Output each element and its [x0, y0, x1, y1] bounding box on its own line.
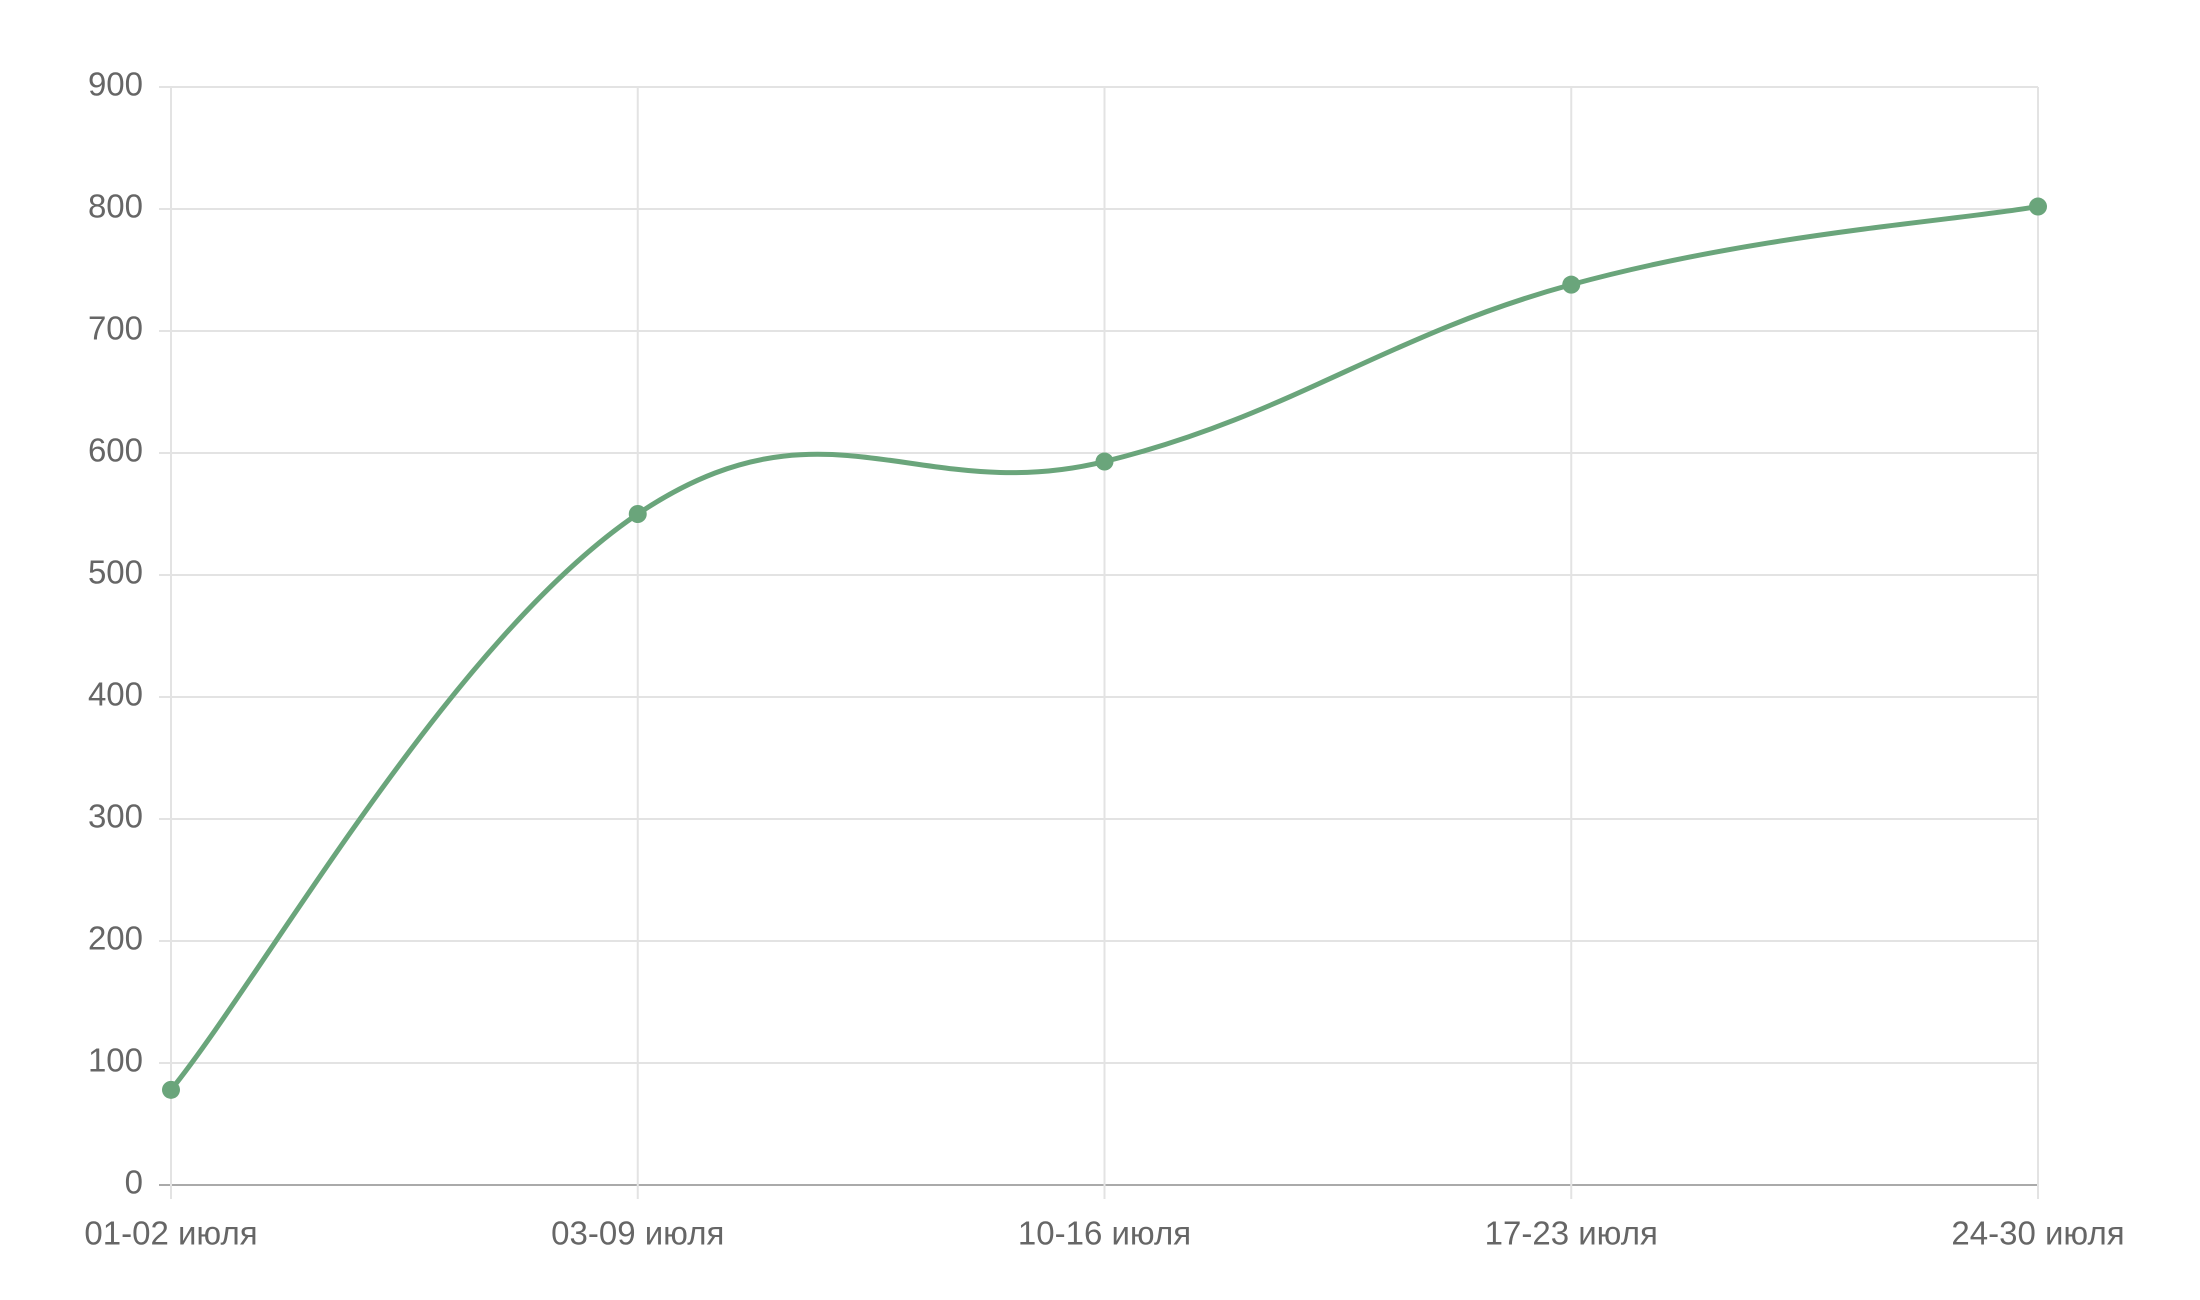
x-tick-label: 24-30 июля — [1951, 1215, 2124, 1252]
point — [1095, 452, 1114, 471]
y-tick-label: 0 — [125, 1164, 143, 1201]
point — [628, 505, 647, 523]
y-tick-label: 500 — [88, 554, 143, 591]
x-tick-label: 10-16 июля — [1018, 1215, 1191, 1252]
y-tick-label: 800 — [88, 188, 143, 225]
x-tick-label: 03-09 июля — [551, 1215, 724, 1252]
y-tick-label: 400 — [88, 676, 143, 713]
y-tick-label: 100 — [88, 1042, 143, 1079]
point — [1562, 275, 1581, 294]
x-tick-label: 01-02 июля — [84, 1215, 257, 1252]
x-tick-label: 17-23 июля — [1485, 1215, 1658, 1252]
line — [169, 204, 2039, 1092]
y-tick-label: 600 — [88, 432, 143, 469]
y-tick-label: 700 — [88, 310, 143, 347]
y-tick-label: 200 — [88, 920, 143, 957]
point — [2029, 197, 2047, 216]
point — [162, 1080, 180, 1099]
y-tick-label: 900 — [88, 66, 143, 103]
y-tick-label: 300 — [88, 798, 143, 835]
